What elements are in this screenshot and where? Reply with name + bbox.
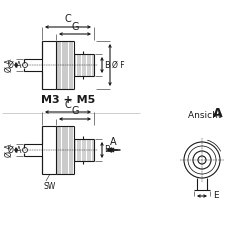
Text: C: C <box>64 14 71 24</box>
Text: A: A <box>213 107 223 120</box>
Text: C: C <box>64 100 71 110</box>
Text: SW: SW <box>43 182 55 191</box>
Text: G: G <box>71 22 79 32</box>
Text: B: B <box>104 146 110 154</box>
Text: Ø A: Ø A <box>8 60 22 70</box>
Text: Ø A: Ø A <box>5 143 14 157</box>
Text: Ø A: Ø A <box>8 146 22 154</box>
Text: B: B <box>104 60 110 70</box>
Text: G: G <box>71 106 79 117</box>
Text: M3 + M5: M3 + M5 <box>41 95 95 105</box>
Text: A: A <box>110 137 116 147</box>
Text: Ø F: Ø F <box>112 60 125 70</box>
Text: E: E <box>213 192 218 200</box>
Text: Ansicht: Ansicht <box>188 111 224 120</box>
Text: Ø A: Ø A <box>5 58 14 72</box>
